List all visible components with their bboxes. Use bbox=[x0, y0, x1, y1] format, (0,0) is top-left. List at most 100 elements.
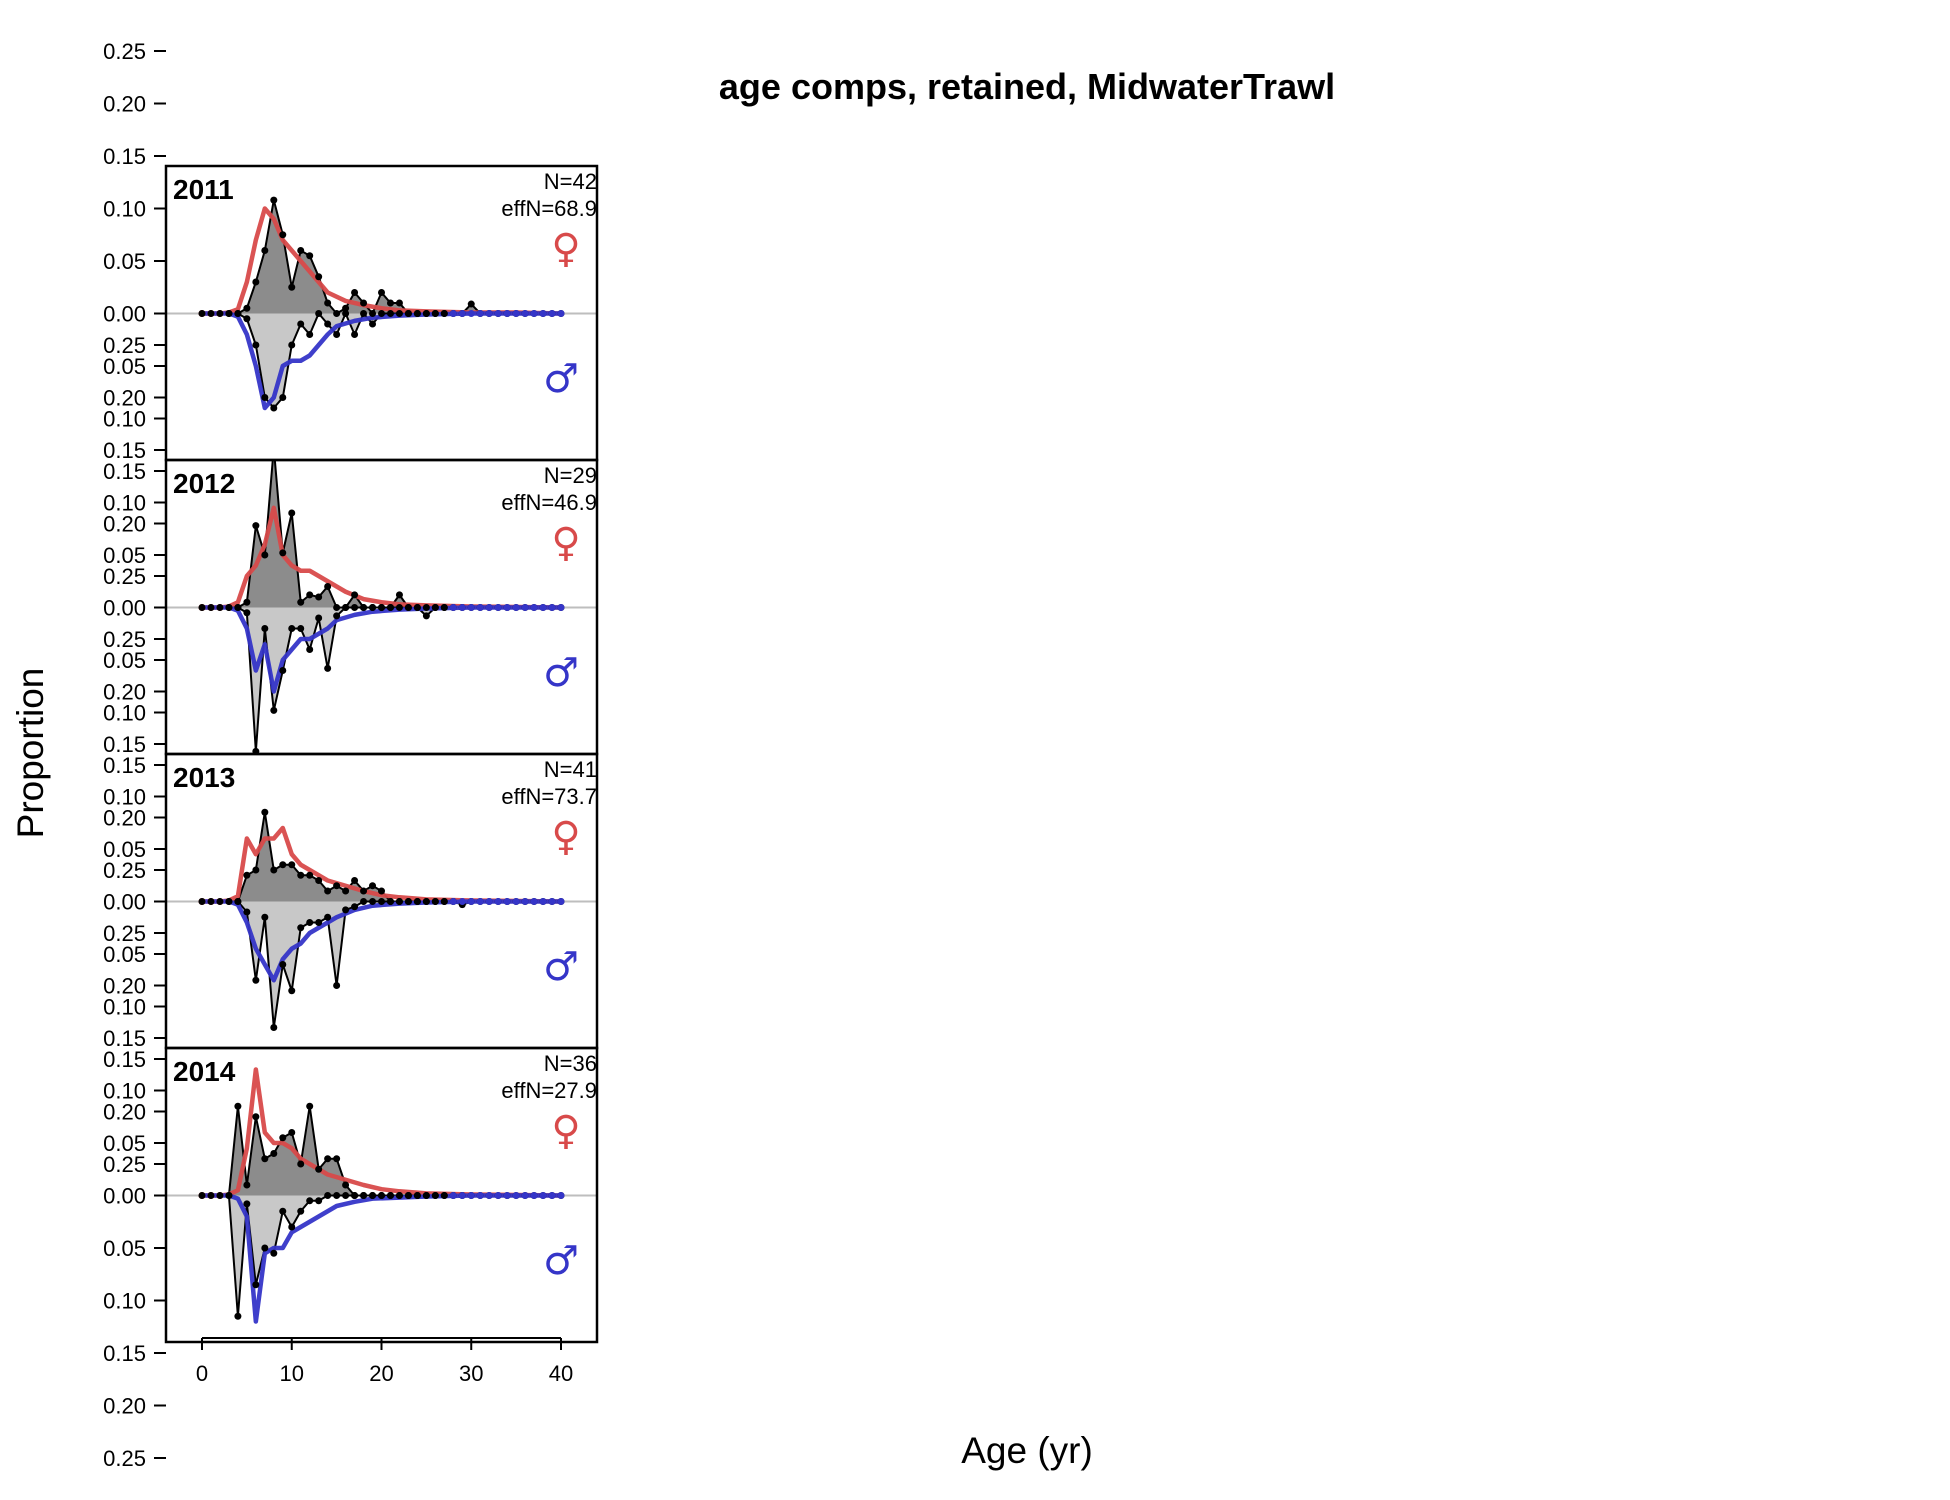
female-observed-point bbox=[243, 1181, 251, 1189]
male-observed-point bbox=[467, 310, 475, 317]
male-observed-point bbox=[404, 604, 412, 611]
male-symbol-icon: ♂ bbox=[543, 944, 579, 990]
panel-2013: 0.25 0.20 0.15 0.10 0.05 0.00 0.05 0.10 0.15 0.20… bbox=[103, 627, 599, 1177]
male-observed-point bbox=[225, 1192, 233, 1199]
male-observed-point bbox=[243, 1200, 251, 1208]
male-observed-point bbox=[261, 394, 269, 401]
male-observed-point bbox=[261, 625, 269, 632]
female-observed-point bbox=[315, 877, 323, 884]
female-observed-point bbox=[342, 887, 350, 895]
male-observed-point bbox=[324, 320, 332, 328]
male-observed-point bbox=[261, 913, 269, 921]
male-observed-point bbox=[512, 310, 520, 317]
male-observed-point bbox=[476, 898, 484, 905]
male-observed-point bbox=[378, 604, 385, 611]
male-observed-point bbox=[404, 898, 412, 905]
female-observed-point bbox=[324, 1155, 332, 1163]
female-observed-point bbox=[395, 299, 403, 307]
male-observed-point bbox=[404, 310, 412, 317]
male-observed-point bbox=[297, 320, 305, 328]
female-observed-point bbox=[297, 247, 305, 254]
male-observed-point bbox=[216, 898, 224, 905]
female-observed-point bbox=[306, 1102, 314, 1110]
male-observed-point bbox=[270, 1249, 278, 1257]
male-observed-point bbox=[431, 1192, 439, 1199]
x-tick-label: 0 bbox=[196, 1361, 208, 1386]
male-observed-point bbox=[234, 604, 242, 611]
female-observed-point bbox=[252, 278, 260, 286]
male-observed-point bbox=[243, 609, 251, 617]
female-observed-fill bbox=[202, 460, 561, 608]
male-observed-point bbox=[386, 898, 394, 905]
male-observed-point bbox=[530, 604, 538, 611]
female-observed-point bbox=[378, 289, 385, 296]
male-observed-point bbox=[530, 310, 538, 317]
female-observed-point bbox=[288, 1129, 296, 1136]
female-observed-point bbox=[386, 299, 394, 307]
male-observed-point bbox=[360, 310, 368, 317]
effective-n-label: effN=73.7 bbox=[501, 784, 597, 809]
y-tick-label: 0.10 bbox=[103, 491, 146, 516]
male-observed-point bbox=[458, 310, 466, 317]
panels-layer: 0.25 0.20 0.15 0.10 0.05 0.00 0.05 0.10 0.15 0.20… bbox=[103, 39, 599, 1471]
chart-title: age comps, retained, MidwaterTrawl bbox=[719, 66, 1335, 107]
male-observed-point bbox=[360, 1192, 368, 1199]
female-observed-point bbox=[270, 444, 277, 451]
y-tick-label: 0.25 bbox=[103, 1446, 146, 1471]
male-observed-point bbox=[395, 604, 403, 611]
y-tick-label: 0.20 bbox=[103, 92, 146, 117]
female-observed-point bbox=[306, 871, 314, 879]
female-observed-point bbox=[270, 196, 278, 204]
female-observed-point bbox=[315, 1165, 323, 1173]
male-observed-point bbox=[234, 1312, 242, 1320]
female-observed-point bbox=[279, 861, 287, 869]
female-observed-point bbox=[261, 551, 269, 559]
male-observed-point bbox=[369, 320, 377, 328]
male-observed-point bbox=[369, 898, 377, 905]
male-observed-fill bbox=[202, 313, 561, 408]
y-tick-label: 0.15 bbox=[103, 1341, 146, 1366]
y-tick-label: 0.20 bbox=[103, 974, 146, 999]
male-observed-point bbox=[198, 898, 206, 905]
sample-size-label: N=42 bbox=[544, 169, 597, 194]
female-observed-point bbox=[279, 549, 287, 557]
y-tick-label: 0.05 bbox=[103, 837, 146, 862]
female-observed-point bbox=[333, 604, 341, 611]
sample-size-label: N=41 bbox=[544, 757, 597, 782]
male-observed-point bbox=[449, 898, 457, 905]
male-observed-point bbox=[449, 310, 457, 317]
male-observed-point bbox=[548, 1192, 556, 1199]
male-observed-point bbox=[261, 1244, 269, 1252]
y-tick-label: 0.10 bbox=[103, 995, 146, 1020]
female-observed-point bbox=[360, 887, 368, 895]
female-observed-point bbox=[342, 1181, 350, 1189]
female-observed-point bbox=[297, 871, 305, 879]
male-observed-point bbox=[225, 310, 233, 317]
female-observed-point bbox=[279, 1134, 287, 1142]
male-observed-point bbox=[324, 1192, 332, 1199]
male-observed-point bbox=[252, 341, 260, 349]
female-observed-point bbox=[252, 522, 260, 530]
male-observed-point bbox=[449, 1192, 457, 1199]
male-observed-point bbox=[324, 913, 332, 921]
male-observed-point bbox=[216, 604, 224, 611]
female-observed-point bbox=[243, 598, 251, 606]
y-tick-label: 0.00 bbox=[103, 1184, 146, 1209]
male-observed-point bbox=[297, 625, 305, 632]
male-symbol-icon: ♂ bbox=[543, 356, 579, 402]
male-observed-point bbox=[225, 604, 233, 611]
male-observed-point bbox=[467, 898, 475, 905]
y-tick-label: 0.10 bbox=[103, 197, 146, 222]
female-symbol-icon: ♀ bbox=[551, 226, 580, 272]
female-observed-point bbox=[288, 861, 296, 869]
male-expected-line bbox=[199, 605, 564, 694]
female-observed-point bbox=[360, 299, 368, 307]
y-tick-label: 0.25 bbox=[103, 333, 146, 358]
male-observed-point bbox=[548, 310, 556, 317]
effective-n-label: effN=46.9 bbox=[501, 490, 597, 515]
male-observed-point bbox=[386, 1192, 394, 1199]
male-observed-point bbox=[333, 1192, 341, 1199]
y-tick-label: 0.15 bbox=[103, 438, 146, 463]
male-observed-point bbox=[216, 310, 224, 317]
